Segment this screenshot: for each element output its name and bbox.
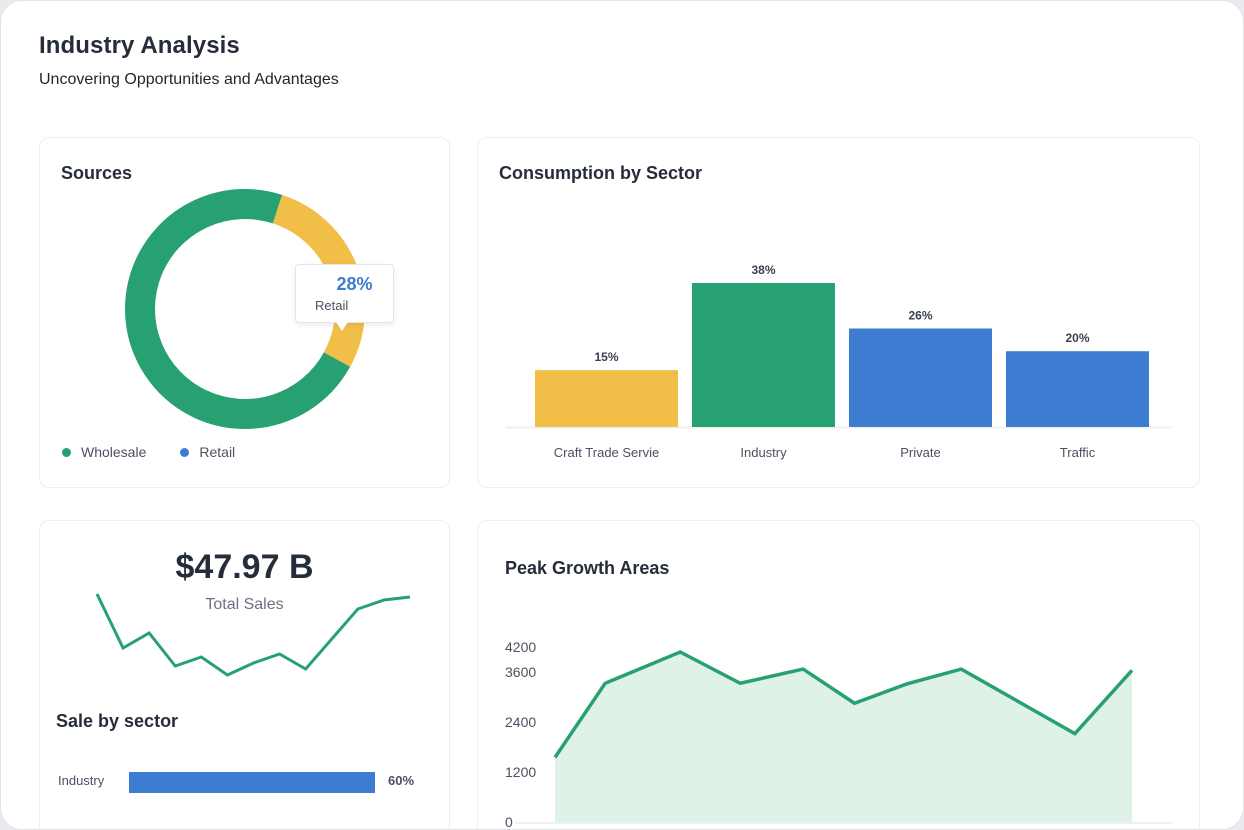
peak-growth-area-chart: 0 1200 2400 3600 4200 — [505, 639, 1172, 830]
bar-3[interactable] — [1006, 351, 1149, 427]
consumption-title: Consumption by Sector — [499, 163, 703, 183]
sources-card: Sources 28% Retail Wholesale Retail — [39, 137, 450, 488]
y-tick-label: 4200 — [505, 639, 536, 655]
bar-data-label: 15% — [594, 350, 618, 364]
total-sales-sparkline — [95, 593, 411, 677]
donut-tooltip: 28% Retail — [295, 264, 394, 331]
y-tick-label: 2400 — [505, 714, 536, 730]
area-fill — [555, 652, 1132, 822]
tooltip-value: 28% — [336, 274, 373, 294]
legend-dot-icon — [180, 447, 190, 457]
bar-data-label: 20% — [1065, 331, 1089, 345]
tooltip-label: Retail — [315, 298, 349, 313]
sources-title: Sources — [61, 163, 133, 183]
page-title: Industry Analysis — [39, 32, 240, 59]
total-sales-value: $47.97 B — [175, 548, 314, 586]
sector-label: Industry — [58, 773, 105, 788]
page-subtitle: Uncovering Opportunities and Advantages — [39, 71, 339, 88]
total-sales-label: Total Sales — [205, 596, 284, 613]
legend-label: Retail — [199, 444, 236, 460]
peak-growth-card: Peak Growth Areas 0 1200 2400 3600 4200 — [477, 520, 1200, 830]
sector-value: 60% — [388, 773, 415, 788]
sale-by-sector-title: Sale by sector — [56, 711, 179, 731]
legend-dot-icon — [62, 447, 71, 457]
legend-item-wholesale[interactable]: Wholesale — [62, 444, 146, 460]
donut-slice-wholesale[interactable] — [125, 189, 351, 429]
bar-data-label: 38% — [751, 263, 775, 277]
legend-item-retail[interactable]: Retail — [180, 444, 235, 460]
sector-progress-track — [129, 772, 375, 793]
peak-growth-title: Peak Growth Areas — [505, 558, 670, 578]
bar-2[interactable] — [849, 328, 992, 427]
total-sales-card: $47.97 B Total Sales Sale by sector Indu… — [39, 520, 450, 829]
consumption-card: Consumption by Sector 15% Craft Trade Ser… — [477, 137, 1200, 488]
sources-legend: Wholesale Retail — [62, 444, 235, 460]
consumption-bar-chart: 15% Craft Trade Servie 38% Industry 26% Priva… — [506, 263, 1172, 460]
bar-category-label: Traffic — [1060, 445, 1096, 460]
y-tick-label: 1200 — [505, 764, 536, 780]
y-tick-label: 3600 — [505, 664, 536, 680]
y-tick-label: 0 — [505, 814, 513, 830]
area-line — [553, 650, 1134, 759]
sector-row-industry: Industry 60% — [58, 771, 428, 793]
bar-category-label: Industry — [740, 445, 787, 460]
bar-data-label: 26% — [908, 308, 932, 322]
bar-0[interactable] — [535, 370, 678, 427]
sparkline-line — [95, 593, 411, 677]
legend-label: Wholesale — [81, 444, 147, 460]
bar-category-label: Craft Trade Servie — [554, 445, 660, 460]
bar-category-label: Private — [900, 445, 940, 460]
bar-1[interactable] — [692, 283, 835, 427]
sector-progress-fill — [129, 772, 375, 793]
